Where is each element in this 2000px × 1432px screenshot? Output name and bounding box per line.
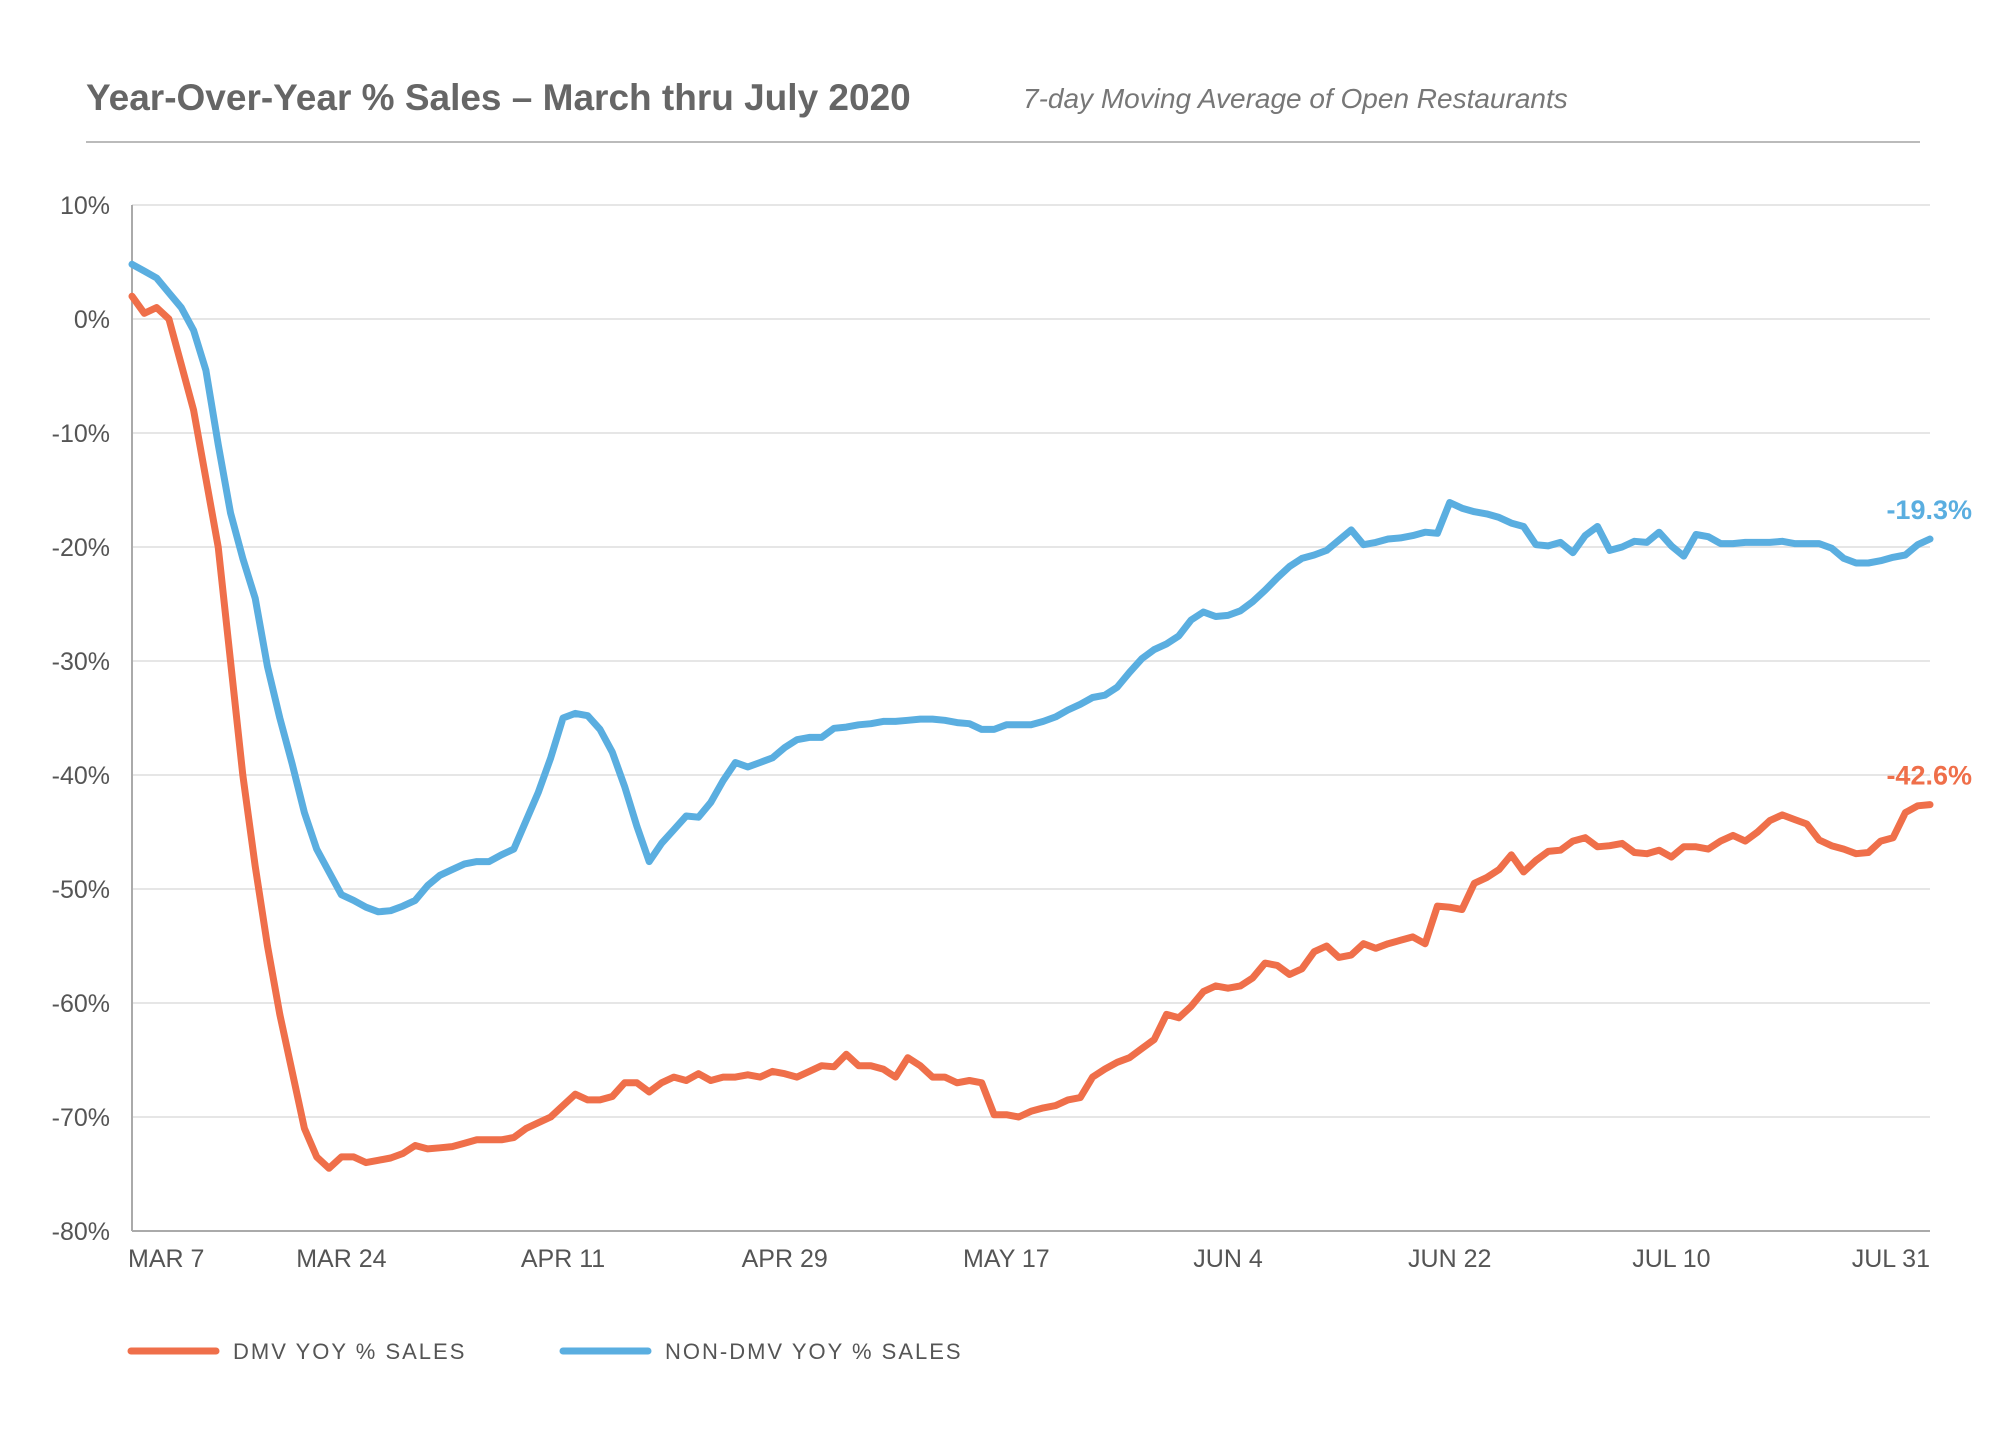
y-tick-label: -80% [52, 1218, 110, 1246]
chart-title: Year-Over-Year % Sales – March thru July… [86, 77, 911, 118]
x-tick-label: JUN 22 [1408, 1245, 1491, 1273]
y-tick-label: -10% [52, 420, 110, 448]
y-tick-label: -20% [52, 534, 110, 562]
x-tick-label: JUL 31 [1852, 1245, 1930, 1273]
end-labels: -42.6% -19.3% [1886, 495, 1972, 791]
y-tick-label: -50% [52, 876, 110, 904]
legend: DMV YOY % SALES NON-DMV YOY % SALES [127, 1339, 963, 1364]
series-line-non-dmv [128, 260, 1934, 916]
x-tick-label: MAR 24 [296, 1245, 386, 1273]
y-axis-ticks: 10% 0% -10% -20% -30% -40% -50% -60% -70% -80% [52, 192, 110, 1246]
series-line-dmv [128, 292, 1934, 1172]
legend-label-dmv: DMV YOY % SALES [233, 1339, 466, 1364]
x-tick-label: MAR 7 [128, 1245, 204, 1273]
legend-label-non-dmv: NON-DMV YOY % SALES [665, 1339, 963, 1364]
x-axis-ticks: MAR 7 MAR 24 APR 11 APR 29 MAY 17 JUN 4 JUN 22… [128, 1245, 1930, 1273]
gridlines [132, 204, 1930, 1118]
x-tick-label: APR 29 [742, 1245, 828, 1273]
series-lines [128, 260, 1934, 1172]
x-tick-label: MAY 17 [963, 1245, 1050, 1273]
y-tick-label: -60% [52, 990, 110, 1018]
end-label-dmv: -42.6% [1886, 761, 1972, 791]
legend-item-dmv: DMV YOY % SALES [127, 1339, 466, 1364]
legend-item-non-dmv: NON-DMV YOY % SALES [559, 1339, 963, 1364]
x-tick-label: APR 11 [521, 1245, 605, 1273]
end-label-non-dmv: -19.3% [1886, 495, 1972, 525]
y-tick-label: -70% [52, 1104, 110, 1132]
y-tick-label: 10% [60, 192, 110, 220]
x-tick-label: JUN 4 [1193, 1245, 1263, 1273]
chart-subtitle: 7-day Moving Average of Open Restaurants [1023, 83, 1568, 114]
y-tick-label: -40% [52, 762, 110, 790]
y-tick-label: 0% [74, 306, 110, 334]
y-tick-label: -30% [52, 648, 110, 676]
x-tick-label: JUL 10 [1632, 1245, 1710, 1273]
